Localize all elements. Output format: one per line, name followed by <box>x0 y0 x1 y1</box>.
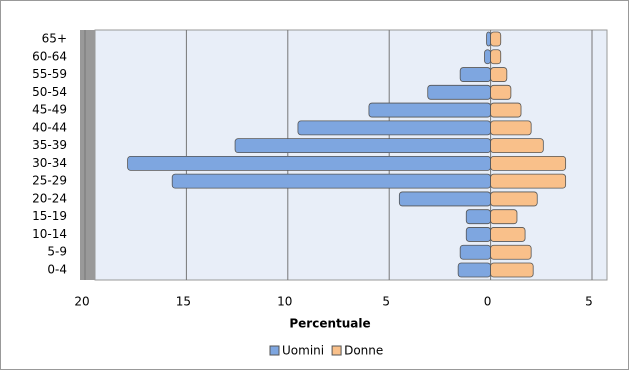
bar <box>490 209 518 225</box>
x-tick-label: 10 <box>277 295 292 309</box>
bar <box>465 227 492 242</box>
x-tick-label: 15 <box>176 295 191 309</box>
x-tick-label: 0 <box>484 295 492 309</box>
bar <box>490 84 512 100</box>
y-tick-label: 0-4 <box>47 263 67 277</box>
x-tick-label: 5 <box>585 295 593 309</box>
bar <box>490 262 534 278</box>
bar <box>368 102 492 118</box>
bar <box>490 138 544 154</box>
y-tick-label: 50-54 <box>32 85 67 99</box>
y-tick-label: 60-64 <box>32 49 67 63</box>
bar <box>459 244 491 260</box>
legend-label: Uomini <box>282 344 324 358</box>
bar <box>297 120 492 136</box>
y-tick-label: 10-14 <box>32 227 67 241</box>
bar <box>398 191 491 207</box>
bar <box>486 31 492 47</box>
legend-swatch <box>269 345 280 356</box>
legend-swatch <box>331 345 342 356</box>
bar <box>465 209 492 225</box>
bar <box>484 49 491 65</box>
y-tick-label: 30-34 <box>32 156 67 170</box>
bar <box>234 138 492 154</box>
y-tick-label: 65+ <box>42 32 67 46</box>
bar <box>490 155 567 171</box>
bar <box>490 173 567 189</box>
y-tick-label: 45-49 <box>32 103 67 117</box>
x-tick-label: 5 <box>382 295 390 309</box>
bar <box>490 227 526 242</box>
bar <box>490 49 502 65</box>
y-tick-label: 5-9 <box>47 245 67 259</box>
y-tick-label: 15-19 <box>32 209 67 223</box>
y-tick-label: 40-44 <box>32 120 67 134</box>
plot-area <box>94 29 608 281</box>
bar <box>427 84 491 100</box>
legend-label: Donne <box>344 344 383 358</box>
bar <box>490 67 508 82</box>
bar <box>459 67 491 82</box>
bar <box>127 155 491 171</box>
bar <box>490 31 502 47</box>
y-tick-label: 25-29 <box>32 174 67 188</box>
x-tick-label: 20 <box>74 295 89 309</box>
bar <box>490 244 532 260</box>
bar <box>457 262 492 278</box>
y-tick-label: 35-39 <box>32 138 67 152</box>
bar <box>490 102 522 118</box>
bar <box>171 173 491 189</box>
bar <box>490 120 532 136</box>
x-axis-title: Percentuale <box>289 317 370 331</box>
bar <box>490 191 538 207</box>
y-tick-label: 20-24 <box>32 191 67 205</box>
plot-wall <box>80 30 95 280</box>
y-tick-label: 55-59 <box>32 67 67 81</box>
